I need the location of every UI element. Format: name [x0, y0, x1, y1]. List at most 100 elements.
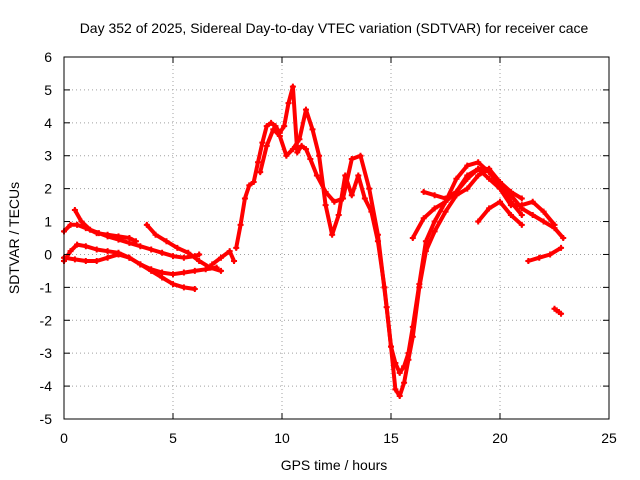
series-line — [526, 245, 563, 263]
series-line — [210, 249, 236, 267]
data-point — [246, 182, 253, 189]
y-tick-label: 1 — [44, 214, 52, 230]
data-point — [475, 218, 482, 225]
data-point — [342, 172, 349, 179]
data-point — [74, 221, 81, 228]
data-point — [329, 231, 336, 238]
data-point — [416, 284, 423, 291]
data-point — [285, 100, 292, 107]
x-tick-label: 15 — [383, 430, 399, 446]
data-point — [464, 185, 471, 192]
data-point — [126, 239, 133, 246]
data-point — [431, 205, 438, 212]
data-point — [87, 226, 94, 233]
data-point — [71, 207, 78, 214]
data-point — [115, 236, 122, 243]
x-tick-label: 20 — [492, 430, 508, 446]
data-point — [93, 246, 100, 253]
chart-title: Day 352 of 2025, Sidereal Day-to-day VTE… — [80, 20, 589, 36]
y-axis-label: SDTVAR / TECUs — [6, 182, 22, 294]
data-point — [313, 172, 320, 179]
axis-ticks — [63, 56, 610, 420]
data-point — [191, 267, 198, 274]
data-point — [316, 152, 323, 159]
data-point — [95, 230, 102, 237]
data-point — [507, 211, 514, 218]
data-point — [405, 356, 412, 363]
data-point — [518, 221, 525, 228]
y-tick-label: 0 — [44, 246, 52, 262]
data-point — [67, 248, 74, 255]
data-point — [409, 333, 416, 340]
series-track — [551, 305, 565, 317]
data-point — [294, 149, 301, 156]
x-tick-label: 0 — [60, 430, 68, 446]
x-tick-label: 25 — [601, 430, 617, 446]
data-point — [381, 284, 388, 291]
data-point — [217, 254, 224, 261]
series-line — [62, 242, 197, 291]
data-point — [302, 146, 309, 153]
data-point — [368, 208, 375, 215]
data-point — [331, 198, 338, 205]
data-point — [518, 211, 525, 218]
x-tick-label: 10 — [274, 430, 290, 446]
data-point — [163, 238, 170, 245]
data-point — [207, 264, 214, 271]
series-track — [409, 165, 525, 241]
data-point — [159, 249, 166, 256]
data-point — [475, 172, 482, 179]
data-point — [268, 119, 275, 126]
y-tick-label: -2 — [40, 312, 53, 328]
data-point — [289, 146, 296, 153]
data-point — [255, 159, 262, 166]
data-point — [518, 195, 525, 202]
data-point — [174, 244, 181, 251]
data-point — [137, 243, 144, 250]
data-point — [82, 258, 89, 265]
data-point — [241, 195, 248, 202]
y-tick-label: 3 — [44, 148, 52, 164]
data-point — [281, 123, 288, 130]
data-point — [396, 369, 403, 376]
data-point — [307, 156, 314, 163]
data-point — [357, 152, 364, 159]
data-point — [497, 179, 503, 186]
data-point — [159, 269, 166, 276]
data-point — [263, 123, 270, 130]
data-point — [250, 179, 257, 186]
data-point — [431, 192, 438, 199]
data-point — [309, 126, 316, 133]
y-tick-label: 5 — [44, 82, 52, 98]
data-point — [529, 198, 536, 205]
data-point — [475, 165, 482, 172]
data-point — [540, 208, 547, 215]
data-point — [529, 211, 536, 218]
data-point — [180, 284, 187, 291]
tick-labels: 0 5 10 15 20 25 -5 -4 -3 -2 -1 0 1 2 3 4 5 6 — [40, 49, 617, 446]
data-point — [420, 215, 427, 222]
data-point — [536, 254, 543, 261]
data-point — [409, 235, 416, 241]
data-point — [547, 251, 554, 258]
y-tick-label: 4 — [44, 115, 52, 131]
plot-frame — [63, 56, 610, 420]
y-tick-label: 6 — [44, 49, 52, 65]
data-series — [61, 83, 567, 399]
data-point — [170, 253, 176, 260]
data-point — [422, 248, 429, 255]
data-point — [374, 238, 381, 245]
data-point — [180, 269, 187, 276]
data-point — [486, 205, 493, 212]
data-point — [366, 185, 373, 192]
data-point — [126, 254, 133, 261]
data-point — [148, 246, 155, 253]
data-point — [420, 188, 427, 195]
series-track — [209, 248, 238, 268]
data-point — [475, 159, 482, 166]
data-point — [226, 248, 233, 255]
data-point — [259, 139, 266, 146]
data-point — [442, 208, 449, 215]
series-track — [61, 251, 220, 278]
